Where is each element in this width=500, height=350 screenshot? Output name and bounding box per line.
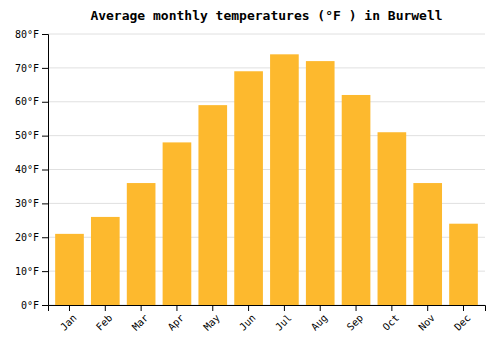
bar <box>449 224 478 305</box>
tick-mark <box>463 305 464 311</box>
y-tick-label: 0°F <box>21 300 39 311</box>
tick-mark <box>320 305 321 311</box>
tick-mark <box>356 305 357 311</box>
x-tick-label: Jan <box>58 312 79 333</box>
grid-line <box>48 135 485 136</box>
bar <box>55 234 84 305</box>
grid-line <box>48 67 485 68</box>
bar <box>270 54 299 305</box>
tick-mark <box>141 305 142 311</box>
x-tick-label: Mar <box>130 312 151 333</box>
chart: Jan Feb Mar Apr May Jun Jul Aug Sep Oct Nov Dec 0°F 1… <box>0 0 500 350</box>
x-tick-label: Jun <box>237 312 258 333</box>
grid <box>48 34 485 305</box>
tick-mark <box>42 203 48 204</box>
x-tick: Aug <box>309 305 330 333</box>
tick-mark <box>284 305 285 311</box>
y-tick: 80°F <box>15 29 48 40</box>
tick-mark <box>391 305 392 311</box>
x-tick-label: Oct <box>381 312 402 333</box>
x-tick: Jun <box>237 305 258 333</box>
tick-mark <box>42 237 48 238</box>
x-tick: Nov <box>416 305 437 333</box>
axis-domain <box>42 35 49 306</box>
tick-mark <box>212 305 213 311</box>
tick-mark <box>42 305 48 306</box>
grid-line <box>48 34 485 35</box>
y-tick-label: 10°F <box>15 266 39 277</box>
tick-mark <box>42 136 48 137</box>
x-axis: Jan Feb Mar Apr May Jun Jul Aug Sep Oct Nov Dec <box>49 305 486 333</box>
y-tick: 60°F <box>15 96 48 107</box>
x-tick-label: May <box>201 312 222 333</box>
y-tick-label: 40°F <box>15 164 39 175</box>
tick-mark <box>248 305 249 311</box>
x-tick-label: Apr <box>166 312 187 333</box>
y-tick-label: 80°F <box>15 29 39 40</box>
y-tick-label: 60°F <box>15 96 39 107</box>
x-tick: Apr <box>166 305 187 333</box>
y-tick-label: 20°F <box>15 232 39 243</box>
x-tick: Dec <box>452 305 473 333</box>
x-tick: Jan <box>58 305 79 333</box>
tick-mark <box>105 305 106 311</box>
y-tick-label: 30°F <box>15 198 39 209</box>
y-tick: 30°F <box>15 198 48 209</box>
axis-domain <box>49 306 486 312</box>
y-tick: 50°F <box>15 130 48 141</box>
tick-mark <box>42 34 48 35</box>
tick-mark <box>42 68 48 69</box>
y-tick: 0°F <box>21 300 48 311</box>
x-tick: Feb <box>94 305 115 333</box>
y-axis: 0°F 10°F 20°F 30°F 40°F 50°F 60°F 70°F 80°F <box>15 29 49 311</box>
tick-mark <box>42 102 48 103</box>
bar <box>91 217 120 305</box>
grid-line <box>48 169 485 170</box>
x-tick-label: Feb <box>94 312 115 333</box>
tick-mark <box>42 170 48 171</box>
bar <box>198 105 227 305</box>
bars <box>55 54 478 305</box>
x-tick-label: Aug <box>309 312 330 333</box>
x-tick: Sep <box>345 305 366 333</box>
plot: Jan Feb Mar Apr May Jun Jul Aug Sep Oct Nov Dec 0°F 1… <box>15 29 486 333</box>
tick-mark <box>176 305 177 311</box>
x-tick-label: Dec <box>452 312 473 333</box>
bar <box>127 183 156 305</box>
y-tick: 20°F <box>15 232 48 243</box>
tick-mark <box>42 271 48 272</box>
y-tick: 40°F <box>15 164 48 175</box>
x-tick: May <box>201 305 222 333</box>
bar <box>378 132 407 305</box>
title: Average monthly temperatures (°F ) in Bu… <box>90 8 442 23</box>
x-tick-label: Jul <box>273 312 294 333</box>
y-tick: 70°F <box>15 63 48 74</box>
x-tick: Mar <box>130 305 151 333</box>
bar <box>306 61 335 305</box>
y-tick-label: 70°F <box>15 63 39 74</box>
tick-mark <box>427 305 428 311</box>
bar <box>163 142 192 305</box>
grid-line <box>48 101 485 102</box>
x-tick-label: Nov <box>416 312 437 333</box>
x-tick-label: Sep <box>345 312 366 333</box>
x-tick: Jul <box>273 305 294 333</box>
bar <box>342 95 371 305</box>
y-tick-label: 50°F <box>15 130 39 141</box>
bar <box>234 71 263 305</box>
bar <box>413 183 442 305</box>
x-tick: Oct <box>381 305 402 333</box>
tick-mark <box>69 305 70 311</box>
y-tick: 10°F <box>15 266 48 277</box>
